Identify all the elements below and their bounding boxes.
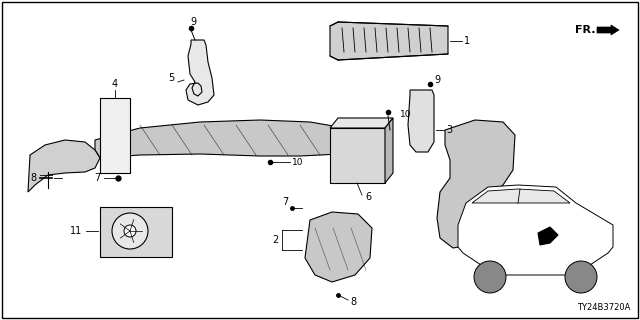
- Text: 6: 6: [365, 192, 371, 202]
- Polygon shape: [472, 189, 570, 203]
- Circle shape: [474, 261, 506, 293]
- Polygon shape: [437, 120, 515, 248]
- Text: 9: 9: [190, 17, 196, 27]
- Polygon shape: [330, 22, 448, 60]
- Text: 7: 7: [93, 173, 100, 183]
- Polygon shape: [95, 120, 360, 158]
- Circle shape: [112, 213, 148, 249]
- Polygon shape: [385, 118, 393, 183]
- Text: 10: 10: [292, 157, 303, 166]
- Text: 7: 7: [282, 197, 288, 207]
- Text: 9: 9: [434, 75, 440, 85]
- Text: 2: 2: [272, 235, 278, 245]
- Text: 1: 1: [464, 36, 470, 46]
- Polygon shape: [597, 25, 619, 35]
- Circle shape: [124, 225, 136, 237]
- Polygon shape: [305, 212, 372, 282]
- Text: 4: 4: [112, 79, 118, 89]
- Bar: [330, 128, 385, 183]
- Polygon shape: [458, 185, 613, 275]
- Polygon shape: [186, 40, 214, 105]
- Bar: [100, 98, 130, 173]
- Circle shape: [565, 261, 597, 293]
- Polygon shape: [330, 118, 393, 128]
- Polygon shape: [408, 90, 434, 152]
- Text: 5: 5: [168, 73, 174, 83]
- Text: 8: 8: [350, 297, 356, 307]
- Text: 3: 3: [446, 125, 452, 135]
- Polygon shape: [28, 140, 100, 192]
- Text: 10: 10: [400, 109, 412, 118]
- Polygon shape: [538, 227, 558, 245]
- Text: FR.: FR.: [575, 25, 595, 35]
- Bar: [100, 207, 172, 257]
- Text: TY24B3720A: TY24B3720A: [577, 303, 630, 312]
- Text: 11: 11: [70, 226, 82, 236]
- Text: 8: 8: [30, 173, 36, 183]
